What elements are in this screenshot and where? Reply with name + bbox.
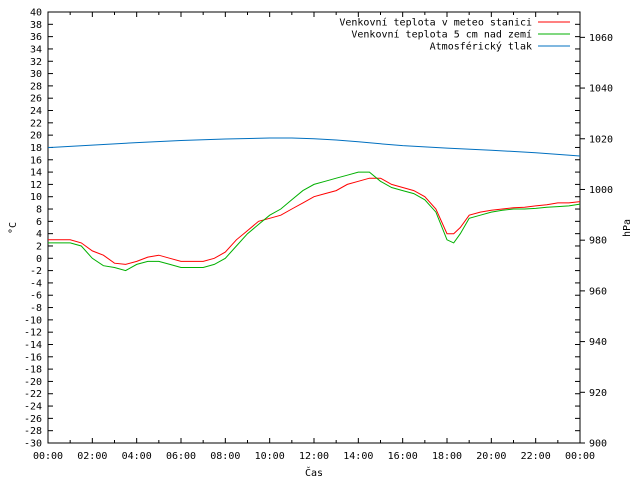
x-tick-label: 06:00 — [166, 451, 196, 462]
y-left-tick-label: -6 — [30, 291, 42, 302]
y-left-tick-label: 2 — [36, 241, 42, 252]
y-left-tick-label: -28 — [24, 426, 42, 437]
y-left-tick-label: -8 — [30, 303, 42, 314]
y-left-tick-label: -10 — [24, 315, 42, 326]
y-left-tick-label: 14 — [30, 168, 42, 179]
y-right-tick-label: 900 — [589, 439, 607, 450]
x-tick-label: 00:00 — [33, 451, 63, 462]
y-left-tick-label: -26 — [24, 414, 42, 425]
y-left-tick-label: 16 — [30, 155, 42, 166]
legend-label: Atmosférický tlak — [430, 41, 532, 53]
y-right-tick-label: 1000 — [589, 185, 613, 196]
y-left-tick-label: 28 — [30, 81, 42, 92]
series-line-1 — [48, 171, 581, 272]
y-left-axis-label: °C — [8, 222, 19, 234]
x-tick-label: 10:00 — [255, 451, 285, 462]
series-line-0 — [48, 177, 581, 265]
y-right-tick-label: 920 — [589, 388, 607, 399]
y-left-tick-label: 4 — [36, 229, 42, 240]
x-tick-label: 18:00 — [432, 451, 462, 462]
y-left-tick-label: -2 — [30, 266, 42, 277]
y-left-tick-label: 32 — [30, 57, 42, 68]
y-right-tick-label: 940 — [589, 337, 607, 348]
y-left-tick-label: -4 — [30, 278, 42, 289]
x-tick-label: 00:00 — [565, 451, 595, 462]
x-tick-label: 02:00 — [77, 451, 107, 462]
y-left-tick-label: 18 — [30, 143, 42, 154]
y-left-tick-label: -14 — [24, 340, 42, 351]
y-left-tick-label: 10 — [30, 192, 42, 203]
y-left-tick-label: 20 — [30, 131, 42, 142]
y-left-tick-label: 8 — [36, 205, 42, 216]
y-right-tick-label: 1040 — [589, 84, 613, 95]
x-tick-label: 08:00 — [210, 451, 240, 462]
y-left-tick-label: -22 — [24, 389, 42, 400]
x-tick-label: 22:00 — [521, 451, 551, 462]
y-left-tick-label: 30 — [30, 69, 42, 80]
y-left-tick-label: -24 — [24, 402, 42, 413]
legend-label: Venkovní teplota v meteo stanici — [339, 17, 532, 29]
y-right-tick-label: 1060 — [589, 33, 613, 44]
y-right-tick-label: 1020 — [589, 134, 613, 145]
x-tick-label: 12:00 — [299, 451, 329, 462]
y-left-axis: -30-28-26-24-22-20-18-16-14-12-10-8-6-4-… — [24, 8, 580, 450]
y-left-tick-label: 26 — [30, 94, 42, 105]
x-axis-label: Čas — [305, 466, 323, 479]
y-left-tick-label: -12 — [24, 328, 42, 339]
y-left-tick-label: -30 — [24, 439, 42, 450]
x-tick-label: 04:00 — [122, 451, 152, 462]
y-left-tick-label: -20 — [24, 377, 42, 388]
y-right-axis-label: hPa — [622, 219, 633, 237]
series-line-2 — [47, 137, 581, 157]
y-left-tick-label: 0 — [36, 254, 42, 265]
plot-frame — [47, 11, 581, 444]
y-left-tick-label: -18 — [24, 365, 42, 376]
y-right-axis: 900 920 940 960 980 1000 1020 1040 1060 — [580, 33, 613, 450]
y-left-tick-label: 40 — [30, 8, 42, 19]
x-tick-label: 14:00 — [343, 451, 373, 462]
x-tick-label: 20:00 — [476, 451, 506, 462]
x-tick-label: 16:00 — [388, 451, 418, 462]
y-left-tick-label: 24 — [30, 106, 42, 117]
y-right-tick-label: 960 — [589, 286, 607, 297]
legend-label: Venkovní teplota 5 cm nad zemí — [351, 29, 532, 41]
legend: Venkovní teplota v meteo staniciVenkovní… — [339, 17, 570, 53]
y-left-tick-label: -16 — [24, 352, 42, 363]
y-left-tick-label: 6 — [36, 217, 42, 228]
y-left-tick-label: 38 — [30, 20, 42, 31]
y-left-tick-label: 36 — [30, 32, 42, 43]
y-left-tick-label: 12 — [30, 180, 42, 191]
x-axis: 00:00 02:00 04:00 06:00 08:00 10:00 12:00 14:00… — [33, 12, 595, 462]
y-right-tick-label: 980 — [589, 236, 607, 247]
y-left-tick-label: 34 — [30, 44, 42, 55]
series-lines — [47, 137, 581, 272]
y-left-tick-label: 22 — [30, 118, 42, 129]
